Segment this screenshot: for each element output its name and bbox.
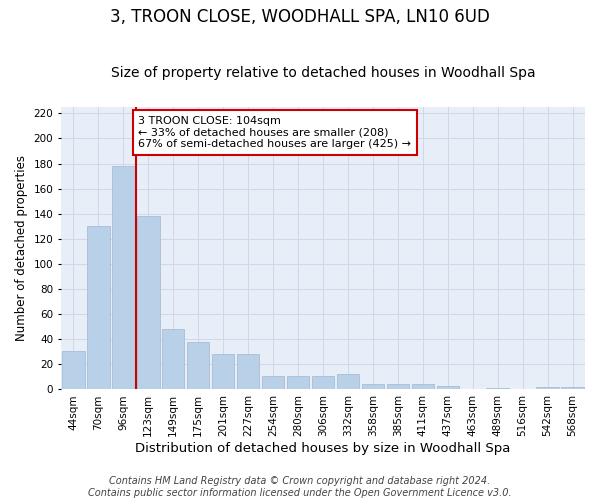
Title: Size of property relative to detached houses in Woodhall Spa: Size of property relative to detached ho… [110, 66, 535, 80]
Bar [412, 384, 434, 390]
Bar [212, 354, 235, 390]
Bar [137, 216, 160, 390]
Bar [112, 166, 134, 390]
Bar [237, 354, 259, 390]
Text: 3 TROON CLOSE: 104sqm
← 33% of detached houses are smaller (208)
67% of semi-det: 3 TROON CLOSE: 104sqm ← 33% of detached … [139, 116, 412, 149]
Bar [561, 387, 584, 390]
Bar [287, 376, 309, 390]
Bar [536, 387, 559, 390]
X-axis label: Distribution of detached houses by size in Woodhall Spa: Distribution of detached houses by size … [135, 442, 511, 455]
Bar [386, 384, 409, 390]
Bar [162, 329, 184, 390]
Bar [337, 374, 359, 390]
Bar [362, 384, 384, 390]
Bar [312, 376, 334, 390]
Bar [187, 342, 209, 390]
Text: 3, TROON CLOSE, WOODHALL SPA, LN10 6UD: 3, TROON CLOSE, WOODHALL SPA, LN10 6UD [110, 8, 490, 26]
Bar [262, 376, 284, 390]
Bar [437, 386, 459, 390]
Y-axis label: Number of detached properties: Number of detached properties [15, 156, 28, 342]
Text: Contains HM Land Registry data © Crown copyright and database right 2024.
Contai: Contains HM Land Registry data © Crown c… [88, 476, 512, 498]
Bar [62, 350, 85, 390]
Bar [487, 388, 509, 390]
Bar [87, 226, 110, 390]
